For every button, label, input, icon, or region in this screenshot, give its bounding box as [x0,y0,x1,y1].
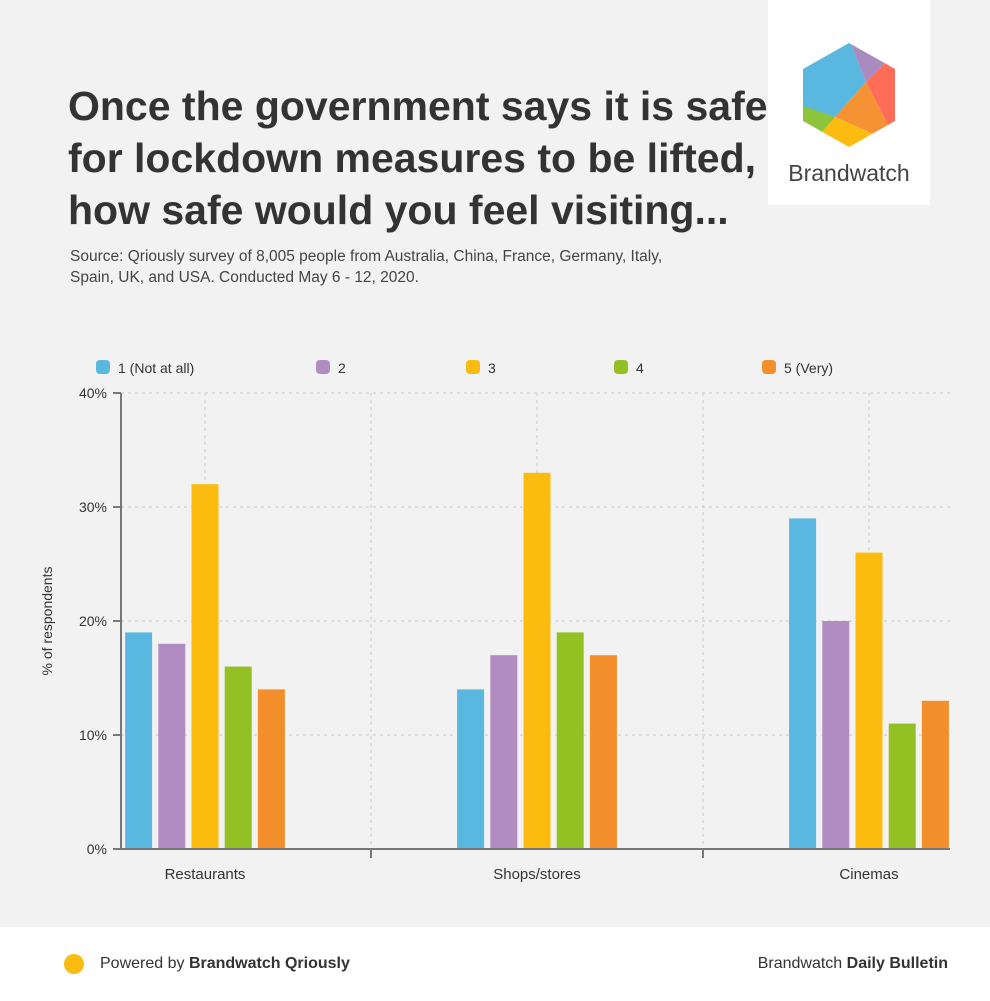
brandwatch-logo: Brandwatch [768,0,930,205]
bar-4-shops-stores [556,632,584,849]
powered-brand: Brandwatch Qriously [188,955,350,972]
y-tick-label: 0% [87,841,107,857]
y-tick-label: 40% [79,385,107,401]
bar-3-restaurants [191,484,219,849]
legend-label: 3 [488,360,496,376]
powered-prefix: Powered by [100,955,189,972]
x-tick-label: Shops/stores [493,866,581,883]
qriously-dot-icon [64,954,84,974]
y-axis-label: % of respondents [39,567,55,676]
hexagon-logo-icon [803,43,895,147]
bulletin-prefix: Brandwatch [757,955,847,972]
legend-label: 2 [338,360,346,376]
x-tick-label: Cinemas [839,866,898,883]
bar-5-shops-stores [589,655,617,849]
daily-bulletin: Brandwatch Daily Bulletin [758,955,948,973]
bar-2-cinemas [822,621,850,849]
bar-1-restaurants [125,632,153,849]
legend-label: 5 (Very) [784,360,833,376]
bar-1-cinemas [789,518,817,849]
legend-label: 4 [636,360,644,376]
bar-2-shops-stores [490,655,518,849]
y-tick-label: 20% [79,613,107,629]
y-tick-label: 30% [79,499,107,515]
y-tick-label: 10% [79,727,107,743]
powered-by: Powered by Brandwatch Qriously [100,955,350,973]
bar-3-shops-stores [523,472,551,849]
x-tick-label: Restaurants [165,866,246,883]
legend-swatch [762,360,776,374]
chart-title: Once the government says it is safe for … [68,83,768,233]
source-note: Source: Qriously survey of 8,005 people … [70,248,663,286]
bar-5-cinemas [921,700,949,849]
legend-swatch [466,360,480,374]
bar-3-cinemas [855,552,883,849]
bar-5-restaurants [257,689,285,849]
bulletin-brand: Daily Bulletin [846,955,948,972]
legend-swatch [614,360,628,374]
legend-swatch [316,360,330,374]
bar-4-restaurants [224,666,252,849]
legend-label: 1 (Not at all) [118,360,194,376]
footer [0,927,990,1001]
legend-swatch [96,360,110,374]
bar-chart: 1 (Not at all) 2 3 4 5 (Very) 0% 10% 20% 30% 40% R… [39,360,950,883]
bar-1-shops-stores [457,689,485,849]
bar-2-restaurants [158,643,186,849]
logo-text: Brandwatch [788,160,910,186]
bar-4-cinemas [888,723,916,849]
